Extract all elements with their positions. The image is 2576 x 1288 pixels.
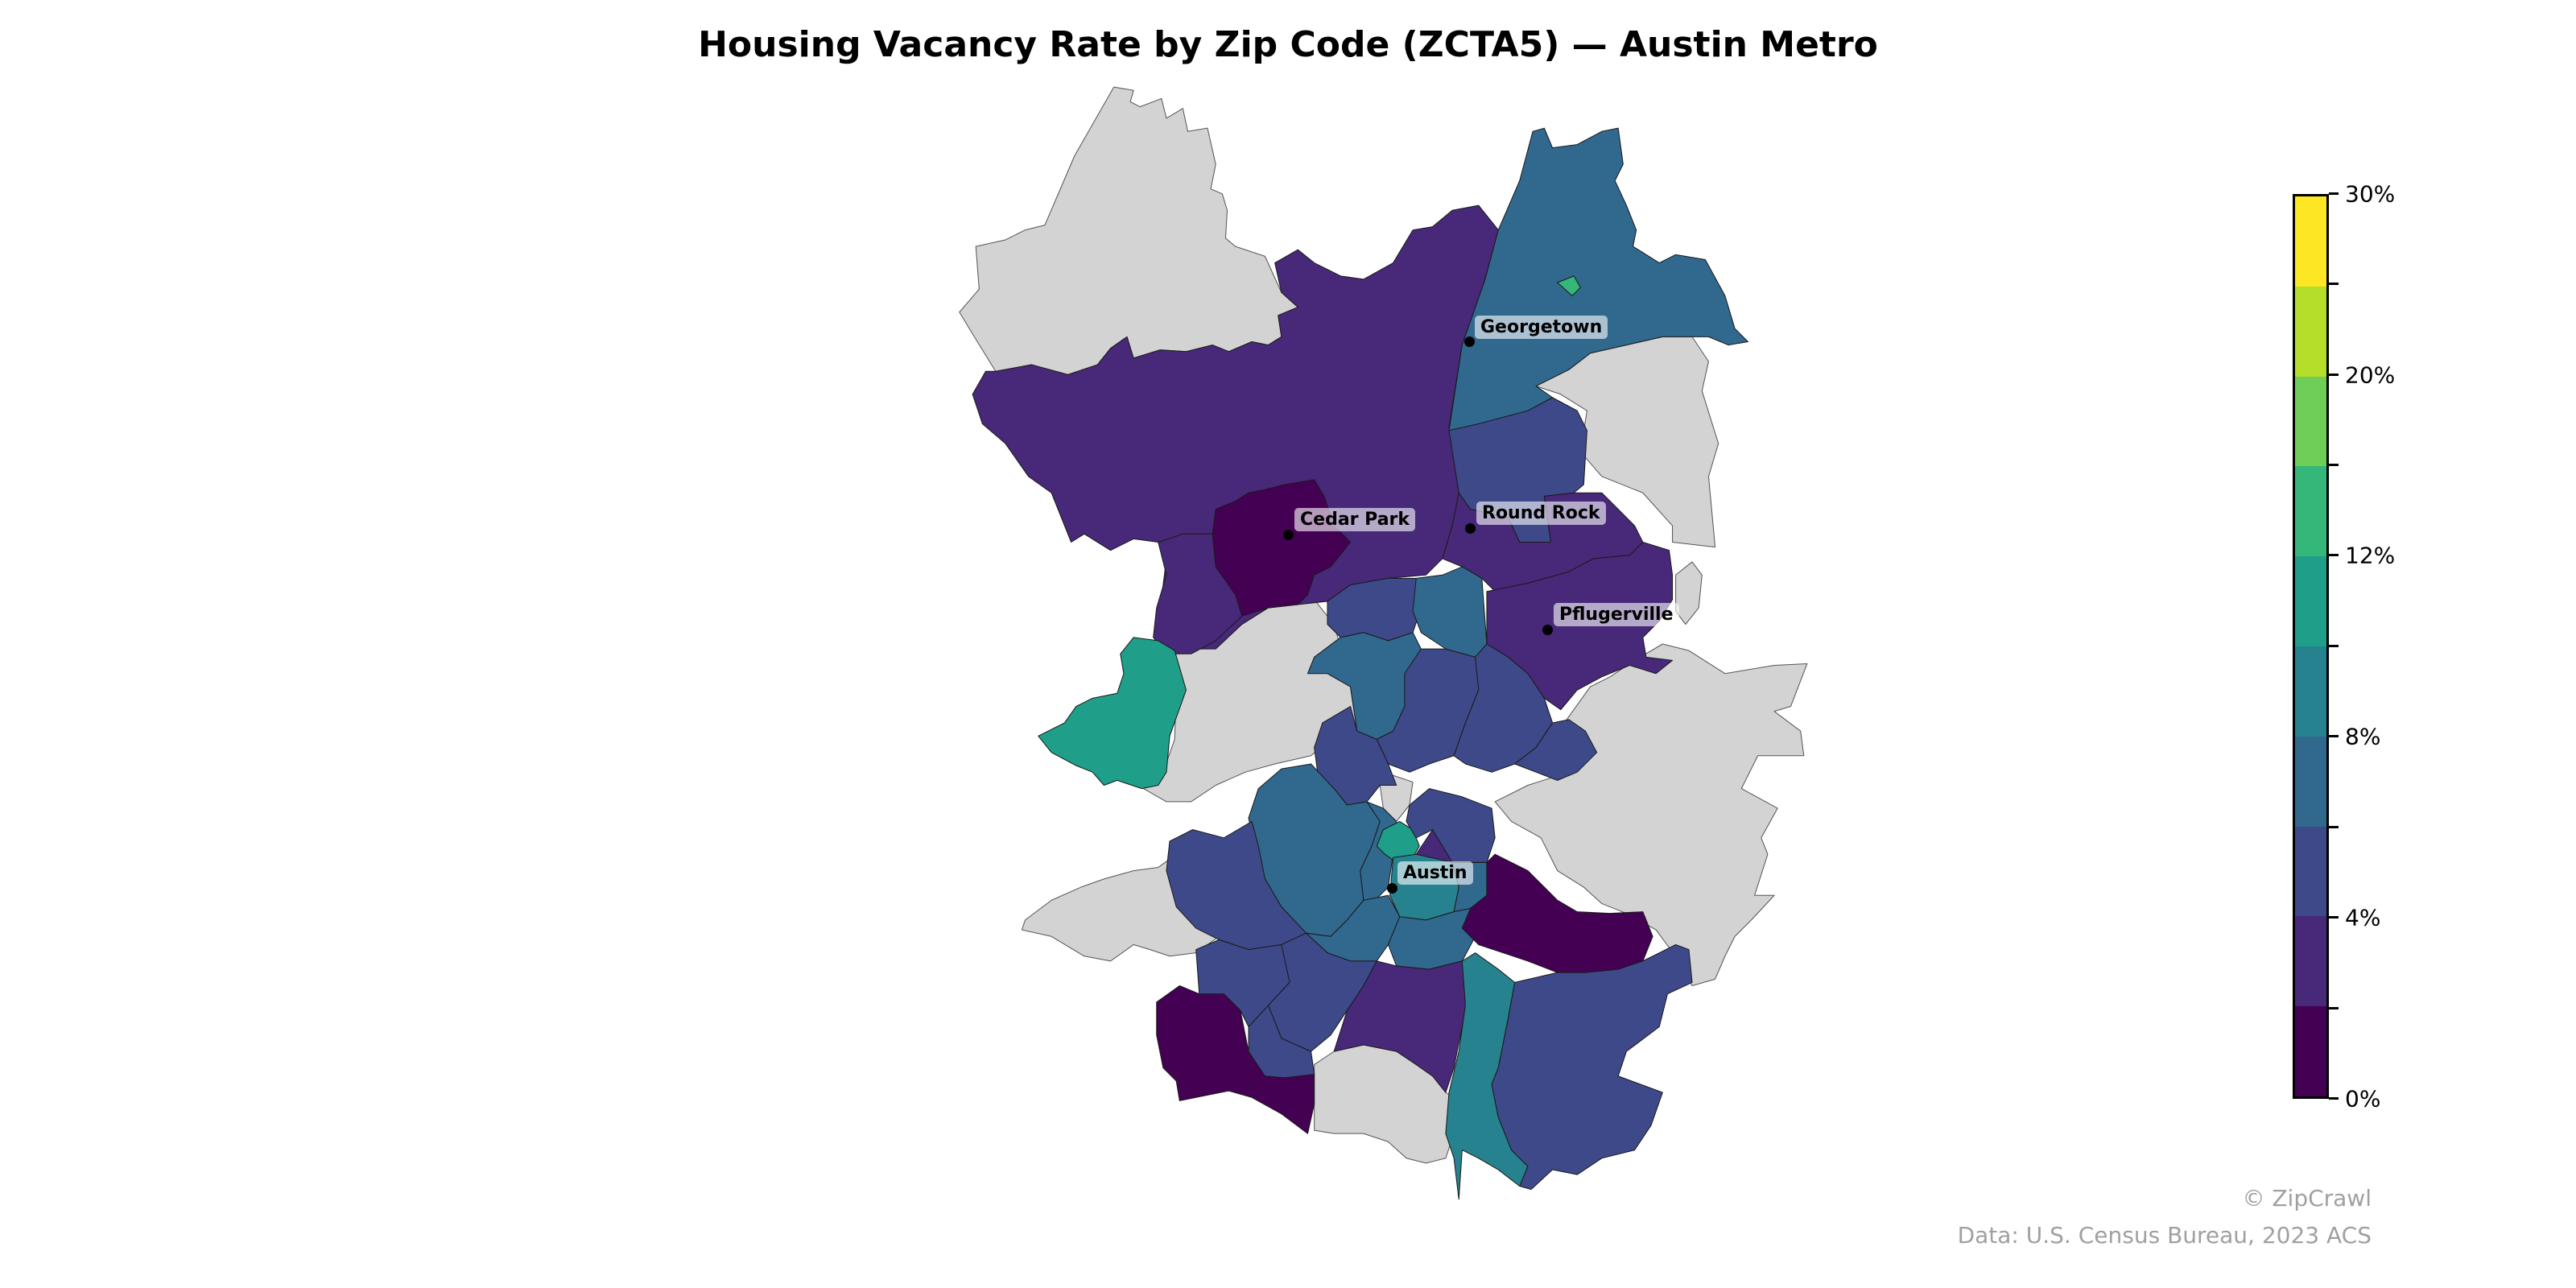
colorbar-tick	[2329, 735, 2339, 737]
colorbar-tick	[2329, 464, 2339, 466]
colorbar-tick	[2329, 826, 2339, 828]
colorbar-tick	[2329, 192, 2339, 195]
colorbar-tick	[2329, 1097, 2339, 1100]
colorbar-tick	[2329, 645, 2339, 647]
zip-region-south-central-2[interactable]	[1333, 960, 1472, 1093]
city-label-georgetown: Georgetown	[1475, 316, 1608, 339]
colorbar-label-12: 12%	[2345, 542, 2396, 569]
colorbar-bin-8	[2295, 286, 2326, 377]
colorbar-bin-2	[2295, 826, 2326, 917]
city-dot-round-rock	[1465, 523, 1476, 534]
city-label-austin: Austin	[1397, 861, 1473, 885]
colorbar-bin-4	[2295, 646, 2326, 737]
zip-region-georgetown-enclave[interactable]	[1557, 275, 1581, 296]
data-source-credit: Data: U.S. Census Bureau, 2023 ACS	[1957, 1222, 2372, 1249]
brand-credit: © ZipCrawl	[2242, 1185, 2372, 1212]
colorbar-label-4: 4%	[2345, 904, 2381, 931]
zip-region-del-valle[interactable]	[1491, 943, 1693, 1191]
city-label-cedar-park: Cedar Park	[1294, 508, 1416, 531]
zip-region-nodata-east-strip[interactable]	[1675, 561, 1703, 625]
city-dot-georgetown	[1464, 336, 1475, 347]
colorbar-label-0: 0%	[2345, 1085, 2381, 1113]
colorbar-bin-9	[2295, 196, 2326, 287]
colorbar-label-30: 30%	[2345, 180, 2396, 208]
colorbar-label-20: 20%	[2345, 361, 2396, 389]
colorbar-bin-5	[2295, 556, 2326, 647]
colorbar-tick	[2329, 554, 2339, 556]
city-dot-austin	[1387, 883, 1397, 894]
colorbar-tick	[2329, 916, 2339, 919]
colorbar-bin-6	[2295, 466, 2326, 557]
colorbar-bin-1	[2295, 916, 2326, 1007]
zip-region-south-austin-2[interactable]	[1248, 1005, 1315, 1079]
city-dot-pflugerville	[1542, 625, 1553, 635]
colorbar-bin-7	[2295, 376, 2326, 467]
colorbar	[2293, 194, 2329, 1099]
zip-region-nodata-nw[interactable]	[959, 86, 1298, 375]
chart-title: Housing Vacancy Rate by Zip Code (ZCTA5)…	[698, 24, 1878, 65]
zip-region-north-austin-2[interactable]	[1412, 566, 1488, 658]
colorbar-tick	[2329, 374, 2339, 376]
city-label-round-rock: Round Rock	[1476, 502, 1606, 525]
city-label-pflugerville: Pflugerville	[1554, 603, 1679, 626]
city-dot-cedar-park	[1283, 530, 1294, 540]
colorbar-bin-3	[2295, 736, 2326, 827]
colorbar-tick	[2329, 1007, 2339, 1009]
colorbar-tick	[2329, 283, 2339, 285]
colorbar-label-8: 8%	[2345, 723, 2381, 750]
zip-region-lake-travis[interactable]	[1038, 637, 1187, 790]
zip-region-lakeway[interactable]	[1153, 533, 1243, 654]
colorbar-bin-0	[2295, 1006, 2326, 1096]
zip-region-south-central[interactable]	[1387, 908, 1476, 970]
zip-region-north-east-austin[interactable]	[1514, 719, 1598, 781]
